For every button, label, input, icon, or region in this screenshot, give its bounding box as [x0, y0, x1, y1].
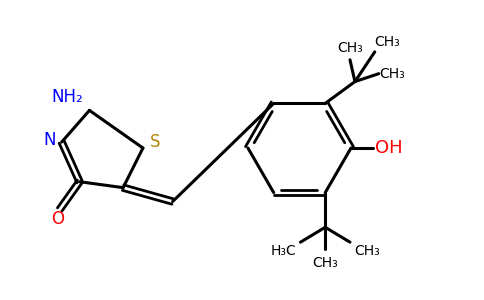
Text: N: N	[44, 131, 56, 149]
Text: CH₃: CH₃	[312, 256, 338, 270]
Text: OH: OH	[375, 139, 402, 157]
Text: CH₃: CH₃	[337, 41, 363, 55]
Text: O: O	[51, 210, 64, 228]
Text: CH₃: CH₃	[354, 244, 380, 258]
Text: H₃C: H₃C	[271, 244, 297, 258]
Text: CH₃: CH₃	[380, 67, 406, 81]
Text: CH₃: CH₃	[374, 35, 399, 49]
Text: S: S	[150, 133, 160, 151]
Text: NH₂: NH₂	[52, 88, 84, 106]
